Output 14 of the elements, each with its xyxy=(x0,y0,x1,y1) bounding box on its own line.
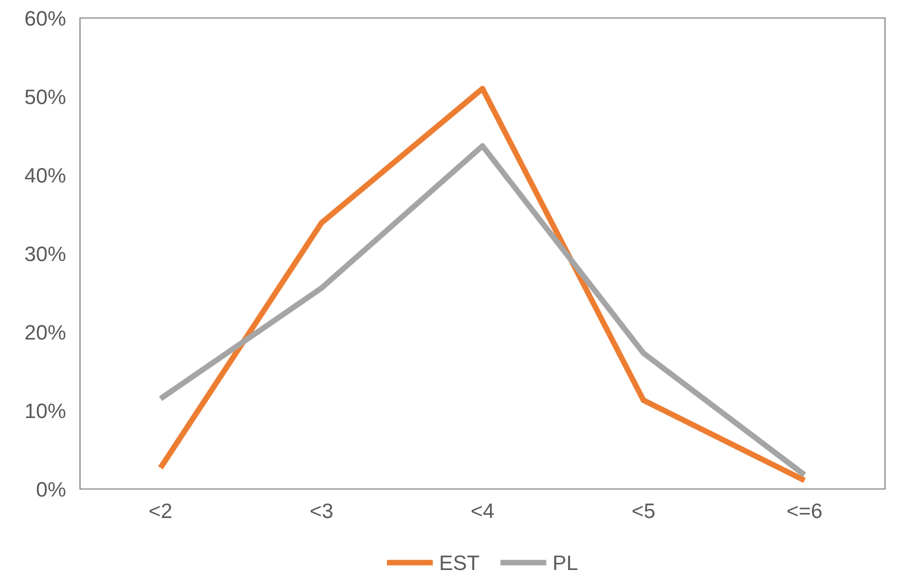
y-tick-label: 60% xyxy=(25,11,66,26)
x-tick-label: <5 xyxy=(632,504,655,518)
x-tick-label: <2 xyxy=(150,503,172,518)
y-tick-label: 50% xyxy=(25,90,66,104)
x-tick-label: <=6 xyxy=(788,503,822,518)
x-tick-label: <4 xyxy=(472,504,494,518)
y-tick-label: 10% xyxy=(26,404,66,418)
legend-label: EST xyxy=(440,555,480,570)
x-tick-label: <3 xyxy=(310,503,332,518)
y-tick-label: 30% xyxy=(25,246,66,262)
y-tick-label: 0% xyxy=(36,482,66,497)
legend-label: PL xyxy=(554,556,578,570)
y-tick-label: 20% xyxy=(25,325,66,340)
y-tick-label: 40% xyxy=(24,168,66,183)
